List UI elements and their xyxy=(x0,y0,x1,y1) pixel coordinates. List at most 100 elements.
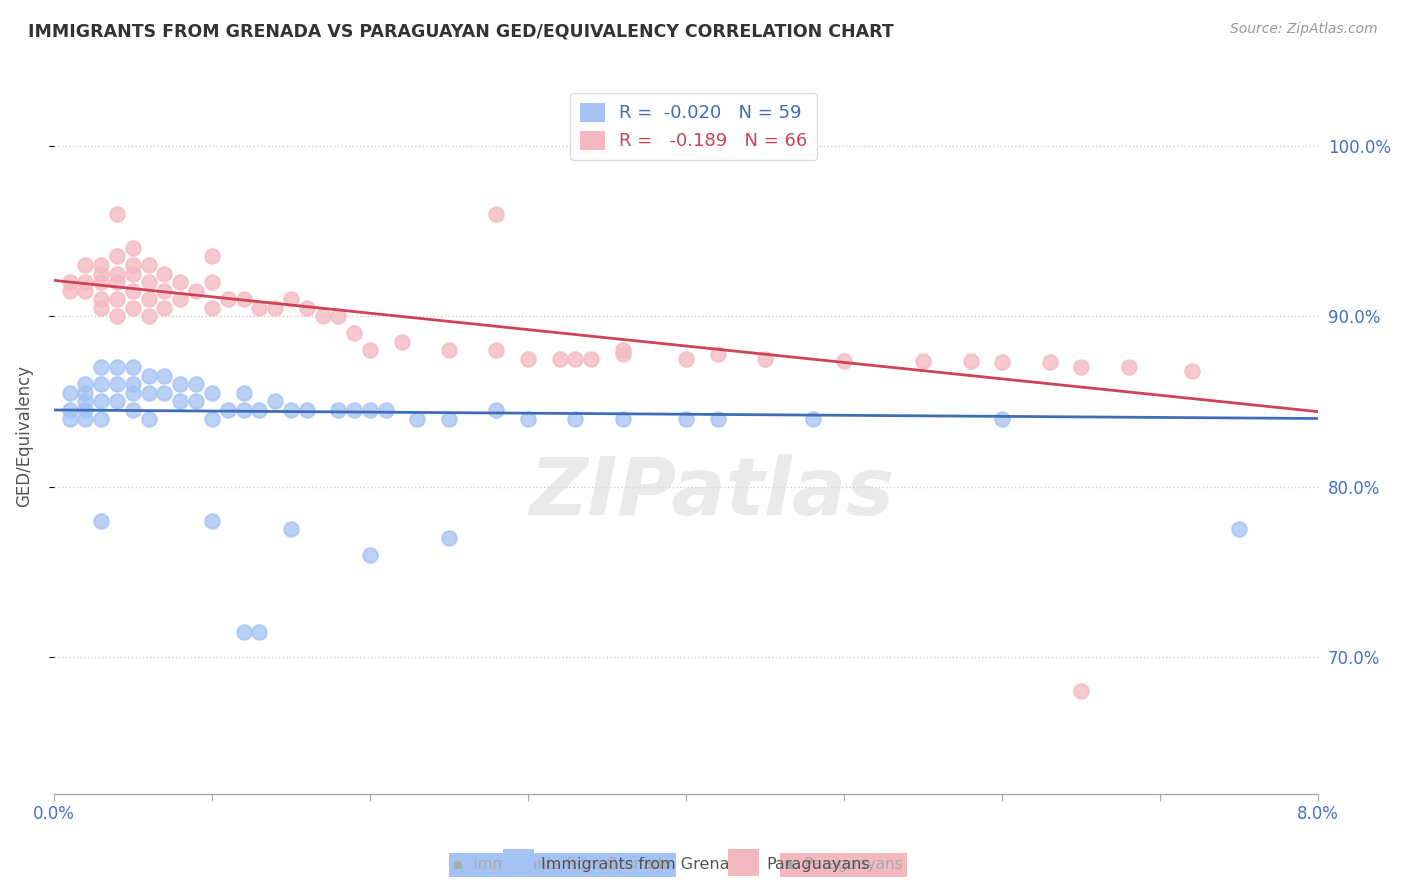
Point xyxy=(138,258,160,272)
Point xyxy=(153,301,176,315)
Text: ▪  Immigrants from Grenada: ▪ Immigrants from Grenada xyxy=(453,857,672,872)
Point xyxy=(579,351,602,366)
Point xyxy=(105,394,128,409)
Point xyxy=(485,403,508,417)
Point xyxy=(1227,522,1250,536)
Point xyxy=(201,514,224,528)
Point xyxy=(406,411,429,425)
Text: Immigrants from Grenada: Immigrants from Grenada xyxy=(541,857,749,872)
Point xyxy=(138,368,160,383)
Point xyxy=(90,377,112,392)
Point xyxy=(991,411,1014,425)
Point xyxy=(437,411,460,425)
Point xyxy=(105,250,128,264)
Point xyxy=(153,284,176,298)
Point xyxy=(105,292,128,306)
Point xyxy=(121,301,143,315)
Point xyxy=(138,309,160,323)
Point xyxy=(801,411,824,425)
Point xyxy=(184,284,207,298)
Point xyxy=(59,275,82,289)
Point xyxy=(564,411,586,425)
Point xyxy=(90,360,112,375)
Point xyxy=(1181,364,1204,378)
Point xyxy=(121,258,143,272)
Point xyxy=(217,403,239,417)
Point xyxy=(138,385,160,400)
Point xyxy=(105,207,128,221)
Point xyxy=(75,403,97,417)
Point xyxy=(374,403,396,417)
Point xyxy=(264,394,287,409)
Text: ▪  Paraguayans: ▪ Paraguayans xyxy=(785,857,903,872)
Point xyxy=(201,275,224,289)
Point xyxy=(121,377,143,392)
Point xyxy=(485,207,508,221)
Point xyxy=(121,241,143,255)
Point xyxy=(232,292,254,306)
Point xyxy=(343,326,366,341)
Point xyxy=(138,292,160,306)
Point xyxy=(343,403,366,417)
Point xyxy=(311,309,333,323)
Point xyxy=(75,411,97,425)
Point xyxy=(612,411,634,425)
Point xyxy=(295,301,318,315)
Point xyxy=(105,267,128,281)
Point xyxy=(105,309,128,323)
Point xyxy=(59,284,82,298)
Point xyxy=(612,343,634,358)
Point xyxy=(1070,360,1092,375)
Point xyxy=(153,385,176,400)
Point xyxy=(105,377,128,392)
Point xyxy=(232,403,254,417)
Point xyxy=(991,355,1014,369)
Point xyxy=(75,284,97,298)
Point xyxy=(280,403,302,417)
Point xyxy=(184,377,207,392)
Point xyxy=(201,411,224,425)
Text: Paraguayans: Paraguayans xyxy=(766,857,870,872)
Point xyxy=(295,403,318,417)
Point xyxy=(437,343,460,358)
Point xyxy=(169,292,191,306)
Point xyxy=(359,548,381,562)
Text: IMMIGRANTS FROM GRENADA VS PARAGUAYAN GED/EQUIVALENCY CORRELATION CHART: IMMIGRANTS FROM GRENADA VS PARAGUAYAN GE… xyxy=(28,22,894,40)
Point xyxy=(90,267,112,281)
Point xyxy=(517,411,540,425)
Point xyxy=(437,531,460,545)
Legend: R =  -0.020   N = 59, R =   -0.189   N = 66: R = -0.020 N = 59, R = -0.189 N = 66 xyxy=(571,93,817,160)
Point xyxy=(138,411,160,425)
Point xyxy=(706,347,728,361)
Point xyxy=(138,275,160,289)
Point xyxy=(105,275,128,289)
Point xyxy=(75,377,97,392)
Point xyxy=(59,403,82,417)
Point xyxy=(754,351,776,366)
Point xyxy=(90,301,112,315)
Point xyxy=(121,403,143,417)
Point xyxy=(359,343,381,358)
Point xyxy=(153,267,176,281)
Point xyxy=(1118,360,1140,375)
Point xyxy=(184,394,207,409)
Point xyxy=(90,394,112,409)
Point xyxy=(1070,684,1092,698)
Text: ZIPatlas: ZIPatlas xyxy=(529,454,894,532)
Point xyxy=(264,301,287,315)
Point xyxy=(959,353,981,368)
Point xyxy=(121,284,143,298)
Point xyxy=(485,343,508,358)
Point xyxy=(517,351,540,366)
Point xyxy=(217,292,239,306)
Point xyxy=(328,403,350,417)
Point xyxy=(90,411,112,425)
Point xyxy=(75,385,97,400)
Point xyxy=(247,624,270,639)
Point xyxy=(706,411,728,425)
Point xyxy=(280,522,302,536)
Point xyxy=(564,351,586,366)
Point xyxy=(201,301,224,315)
Point xyxy=(1039,355,1062,369)
Point xyxy=(391,334,413,349)
